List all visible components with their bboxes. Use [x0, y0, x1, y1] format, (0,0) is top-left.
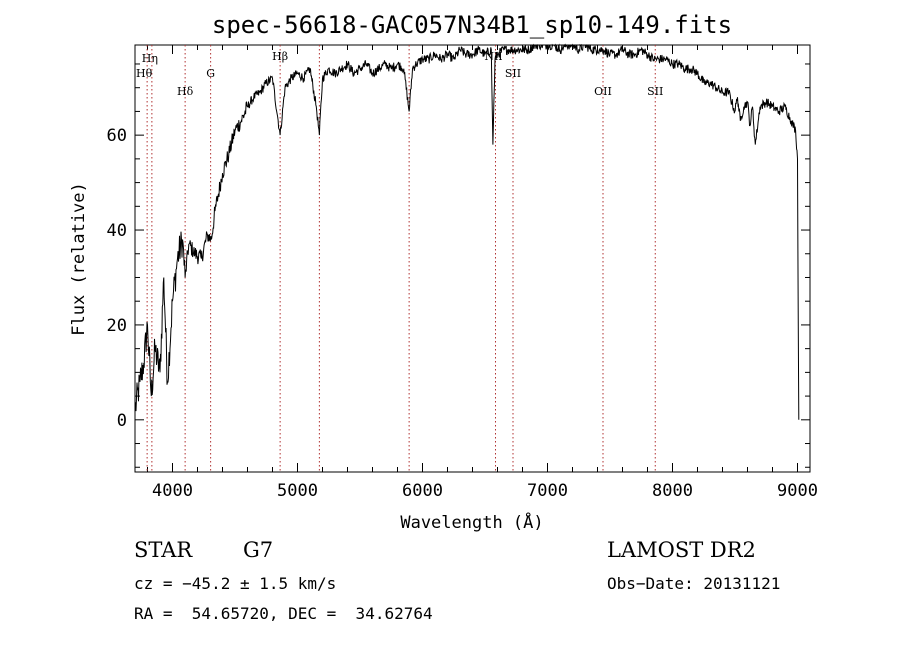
y-axis-label: Flux (relative) [69, 182, 89, 336]
line-marker-label: Hη [142, 52, 158, 65]
y-tick-label: 20 [107, 316, 127, 336]
survey-name: LAMOST DR2 [607, 538, 756, 562]
object-class: STAR [134, 538, 193, 562]
object-subclass: G7 [243, 538, 274, 562]
coordinates: RA = 54.65720, DEC = 34.62764 [134, 604, 433, 623]
line-marker-label: Hδ [177, 85, 194, 98]
line-marker-label: OII [594, 85, 612, 98]
line-marker-label: G [206, 67, 215, 80]
plot-frame [134, 44, 811, 473]
x-tick-label: 6000 [402, 481, 443, 501]
line-marker-label: SII [505, 67, 521, 80]
chart-title: spec-56618-GAC057N34B1_sp10-149.fits [212, 11, 732, 39]
x-tick-label: 7000 [527, 481, 568, 501]
spectrum-line [134, 43, 800, 420]
x-tick-label: 5000 [277, 481, 318, 501]
x-tick-label: 8000 [652, 481, 693, 501]
line-marker-label: Hθ [136, 67, 153, 80]
y-tick-label: 60 [107, 126, 127, 146]
line-marker-label: Hβ [272, 50, 288, 63]
y-tick-label: 40 [107, 221, 127, 241]
y-tick-label: 0 [117, 411, 127, 431]
x-axis-label: Wavelength (Å) [400, 511, 543, 533]
x-tick-label: 9000 [777, 481, 818, 501]
redshift-cz: cz = −45.2 ± 1.5 km/s [134, 574, 337, 593]
x-tick-label: 4000 [152, 481, 193, 501]
plot-area: 4000 5000 6000 7000 8000 9000 0 20 40 60 Hη Hθ Hδ G Hβ… [107, 43, 818, 501]
line-marker-label: SII [647, 85, 663, 98]
obs-date: Obs−Date: 20131121 [607, 574, 781, 593]
